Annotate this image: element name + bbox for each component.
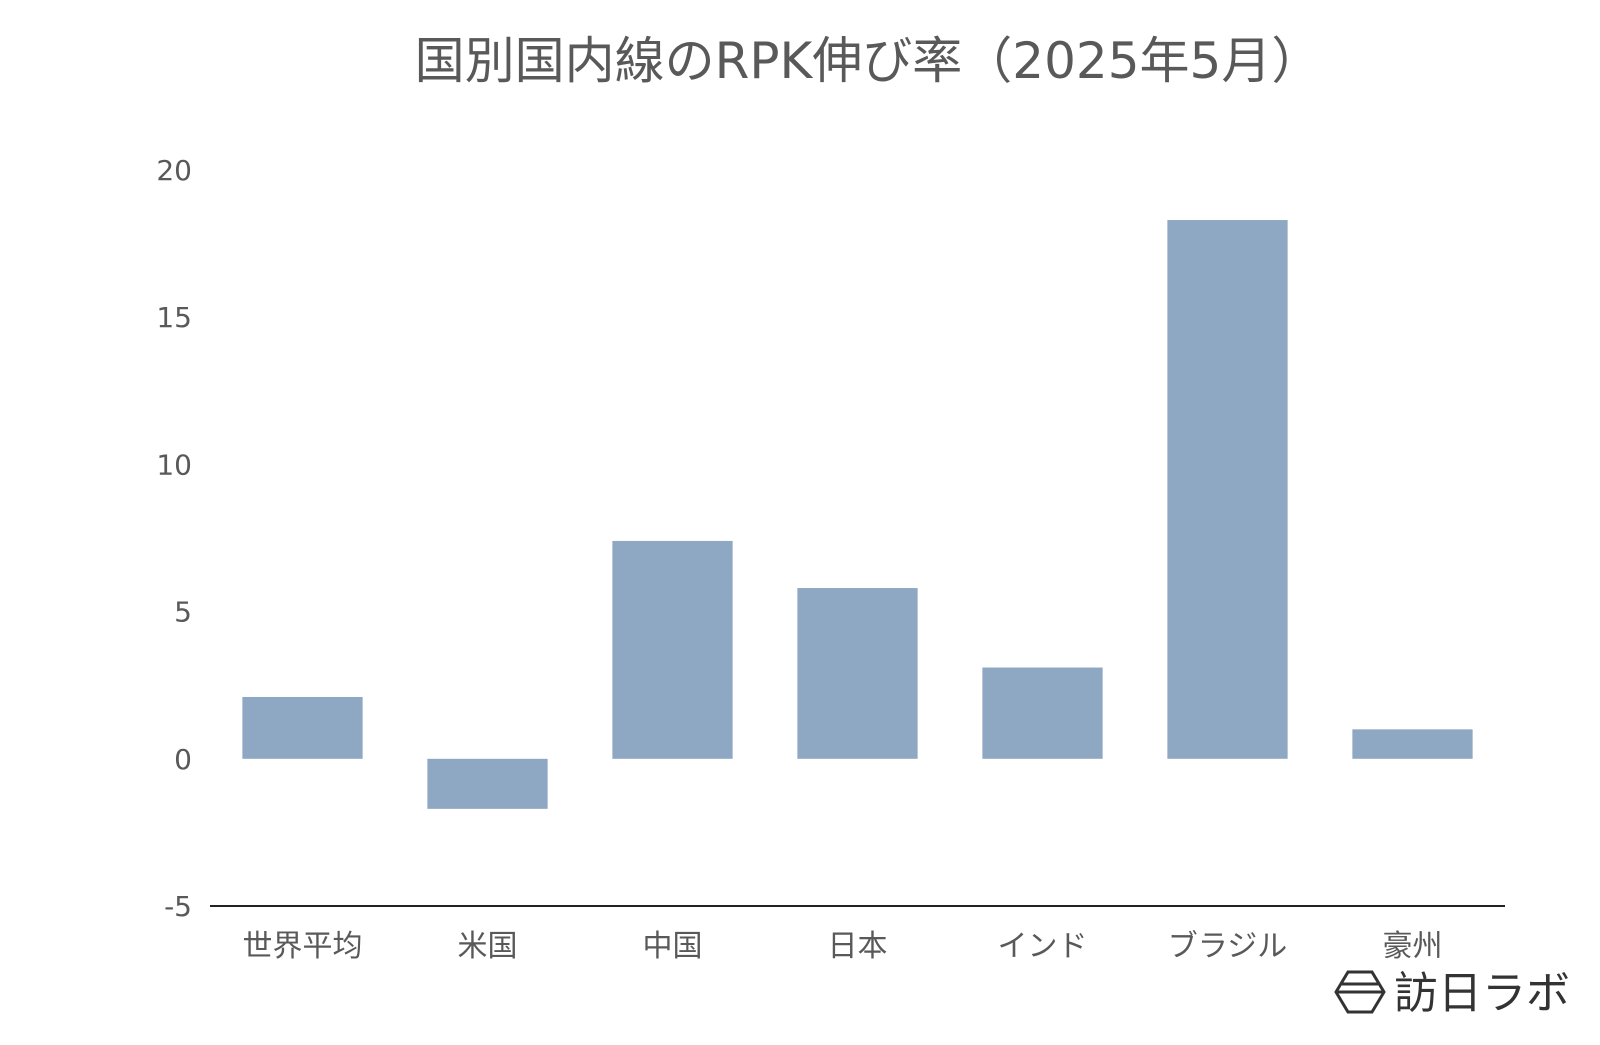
bar [242,696,363,759]
bars-group [242,220,1473,809]
y-tick-label: 5 [174,596,192,629]
x-tick-label: ブラジル [1168,929,1287,964]
chart-title: 国別国内線のRPK伸び率（2025年5月） [415,32,1322,90]
x-tick-label: 世界平均 [243,929,363,964]
x-tick-label: 中国 [643,929,703,964]
x-tick-label: 豪州 [1383,929,1443,964]
bar [1352,729,1473,759]
hexagon-logo-icon [1334,970,1386,1014]
bar [797,588,918,759]
logo-text: 訪日ラボ [1394,968,1570,1019]
y-tick-label: -5 [164,890,192,923]
bar [427,758,548,809]
y-tick-label: 15 [156,301,192,334]
brand-logo: 訪日ラボ [1334,968,1570,1019]
y-tick-label: 0 [174,743,192,776]
y-tick-label: 20 [156,154,192,187]
y-axis-ticks: 20 15 10 5 0 -5 [156,154,192,923]
bar [982,667,1103,759]
bar [1167,220,1288,759]
x-tick-label: 日本 [828,929,888,964]
y-tick-label: 10 [156,448,192,481]
x-tick-label: 米国 [458,929,518,964]
x-axis-labels: 世界平均 米国 中国 日本 インド ブラジル 豪州 [243,929,1443,964]
x-tick-label: インド [998,929,1088,964]
bar [612,540,733,759]
